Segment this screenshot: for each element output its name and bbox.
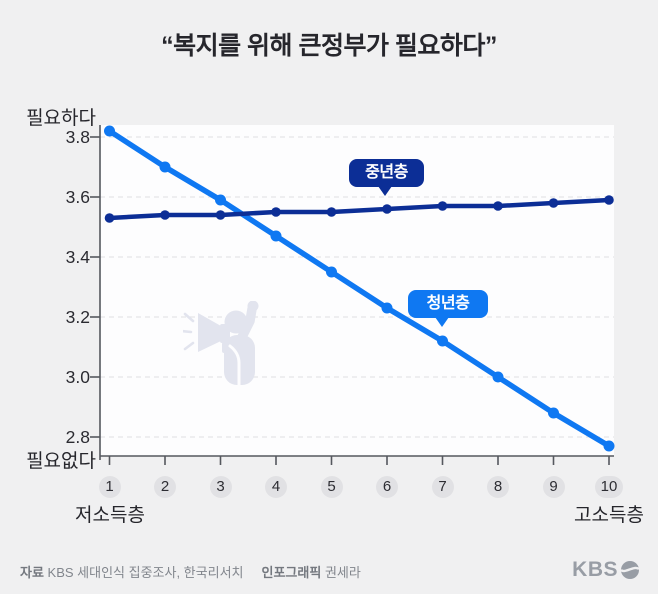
x-tick-badge: 4 xyxy=(265,476,287,498)
data-point-youth xyxy=(215,194,226,206)
data-point-youth xyxy=(492,371,504,383)
x-tick-badge: 3 xyxy=(209,476,232,498)
chart-title: “복지를 위해 큰정부가 필요하다” xyxy=(161,32,497,60)
data-point-middle xyxy=(160,210,170,220)
data-point-middle xyxy=(437,201,448,211)
series-label-youth: 청년층 xyxy=(408,290,488,327)
series-line-middle xyxy=(107,197,612,221)
data-point-middle xyxy=(215,210,226,220)
data-point-youth xyxy=(326,266,337,278)
x-tick-badge: 1 xyxy=(98,476,121,498)
y-tick-label: 3.4 xyxy=(65,247,90,267)
source-label: 자료 xyxy=(20,565,44,580)
credit-text: 권세라 xyxy=(324,565,361,580)
x-tick-badge: 10 xyxy=(595,476,623,498)
data-point-middle xyxy=(382,204,392,214)
data-point-middle xyxy=(604,195,614,205)
kbs-globe-icon xyxy=(620,561,640,579)
source-text: KBS 세대인식 집중조사, 한국리서치 xyxy=(47,565,244,580)
y-axis-bottom-label: 필요없다 xyxy=(26,451,96,472)
data-point-youth xyxy=(437,335,448,347)
footer: 자료 KBS 세대인식 집중조사, 한국리서치 인포그래픽 권세라 KBS xyxy=(0,556,658,584)
y-tick-label: 3.0 xyxy=(65,367,90,387)
data-point-youth xyxy=(548,407,559,419)
x-tick-badge: 5 xyxy=(320,476,343,498)
data-point-youth xyxy=(159,161,171,173)
kbs-logo-text: KBS xyxy=(572,558,618,581)
x-axis-left-label: 저소득층 xyxy=(75,505,145,526)
data-point-middle xyxy=(548,198,559,208)
y-tick-label: 2.8 xyxy=(65,427,90,447)
data-point-middle xyxy=(326,207,337,217)
data-point-youth xyxy=(104,125,115,137)
data-point-youth xyxy=(270,230,282,242)
kbs-logo: KBS xyxy=(572,558,640,582)
data-point-middle xyxy=(104,213,115,223)
data-point-middle xyxy=(271,207,281,217)
x-tick-badge: 6 xyxy=(376,476,398,498)
x-tick-badge: 2 xyxy=(154,476,176,498)
credit-label: 인포그래픽 xyxy=(261,565,322,580)
series-label-middle-aged: 중년층 xyxy=(349,159,424,196)
data-point-youth xyxy=(603,440,615,452)
megaphone-person-watermark-icon xyxy=(183,301,259,385)
x-axis-right-label: 고소득층 xyxy=(574,505,644,526)
x-tick-badge: 7 xyxy=(431,476,454,498)
y-axis-top-label: 필요하다 xyxy=(26,108,96,129)
series-line-youth xyxy=(106,128,612,449)
data-point-middle xyxy=(493,201,503,211)
y-tick-label: 3.6 xyxy=(65,187,90,207)
x-tick-badge: 9 xyxy=(542,476,565,498)
data-point-youth xyxy=(381,302,393,314)
x-tick-badge: 8 xyxy=(487,476,509,498)
y-tick-label: 3.2 xyxy=(65,307,90,327)
y-tick-label: 3.8 xyxy=(65,127,90,147)
footer-credits: 자료 KBS 세대인식 집중조사, 한국리서치 인포그래픽 권세라 xyxy=(20,562,361,581)
